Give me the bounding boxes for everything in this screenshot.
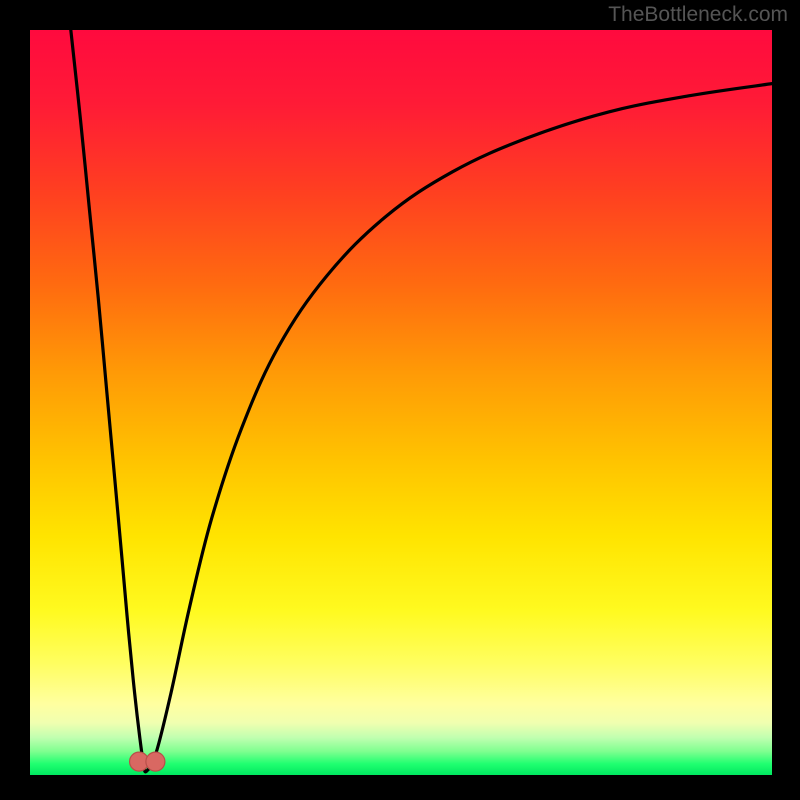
cusp-marker: [146, 752, 165, 771]
bottleneck-chart: [0, 0, 800, 800]
chart-container: TheBottleneck.com: [0, 0, 800, 800]
watermark-text: TheBottleneck.com: [608, 3, 788, 27]
plot-background: [30, 30, 772, 775]
